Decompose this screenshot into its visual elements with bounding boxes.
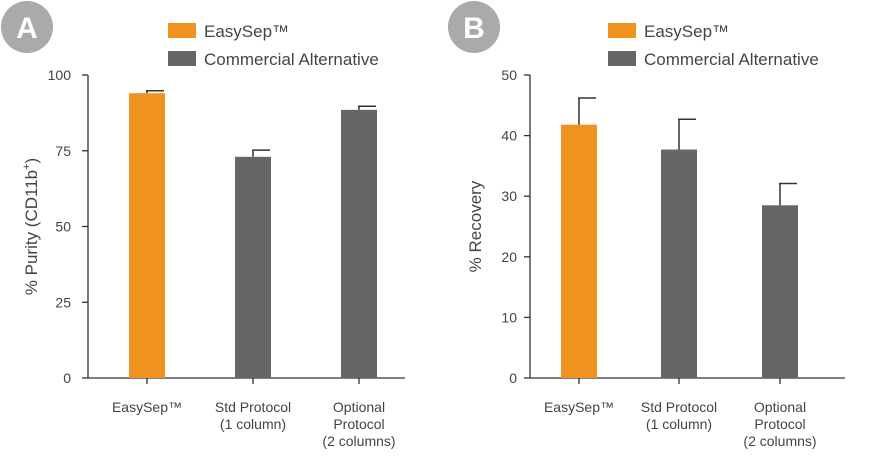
- y-tick-label: 50: [55, 219, 71, 235]
- legend-entry: Commercial Alternative: [644, 50, 819, 69]
- chart-panel-b: B EasySep™ Commercial Alternative 0 10 20 30 40…: [448, 1, 845, 449]
- y-tick-label: 10: [501, 309, 517, 325]
- legend-entry: EasySep™: [644, 22, 729, 41]
- y-tick-label: 40: [501, 128, 517, 144]
- y-tick-label: 0: [63, 370, 71, 386]
- y-axis-label: % Purity (CD11b+): [21, 158, 41, 295]
- y-tick-label: 50: [501, 67, 517, 83]
- y-tick-label: 100: [48, 67, 72, 83]
- y-tick-label: 75: [55, 143, 71, 159]
- x-tick-label: EasySep™: [544, 399, 614, 415]
- panel-label: A: [16, 12, 38, 45]
- panel-badge: [1, 1, 53, 53]
- legend-swatch: [608, 23, 636, 38]
- legend-entry: Commercial Alternative: [204, 50, 379, 69]
- panel-badge: [448, 1, 500, 53]
- x-tick-label: Std Protocol (1 column): [215, 399, 291, 432]
- bar: [129, 93, 165, 379]
- y-tick-label: 30: [501, 188, 517, 204]
- bar: [561, 124, 597, 378]
- legend-swatch: [168, 51, 196, 66]
- bar: [762, 205, 798, 378]
- x-tick-label: EasySep™: [112, 399, 182, 415]
- x-tick-label: Optional Protocol (2 columns): [322, 399, 395, 449]
- x-tick-label: Optional Protocol (2 columns): [743, 399, 816, 449]
- y-axis-label: % Recovery: [466, 180, 485, 272]
- y-tick-label: 20: [501, 249, 517, 265]
- legend-entry: EasySep™: [204, 22, 289, 41]
- bar: [341, 109, 377, 378]
- panel-label: B: [463, 12, 485, 45]
- legend-swatch: [168, 23, 196, 38]
- x-tick-label: Std Protocol (1 column): [641, 399, 717, 432]
- bar: [235, 156, 271, 378]
- y-tick-label: 25: [55, 294, 71, 310]
- chart-panel-a: A EasySep™ Commercial Alternative 0 25 50 75 10…: [1, 1, 405, 449]
- legend-swatch: [608, 51, 636, 66]
- bar: [661, 149, 697, 378]
- y-tick-label: 0: [509, 370, 517, 386]
